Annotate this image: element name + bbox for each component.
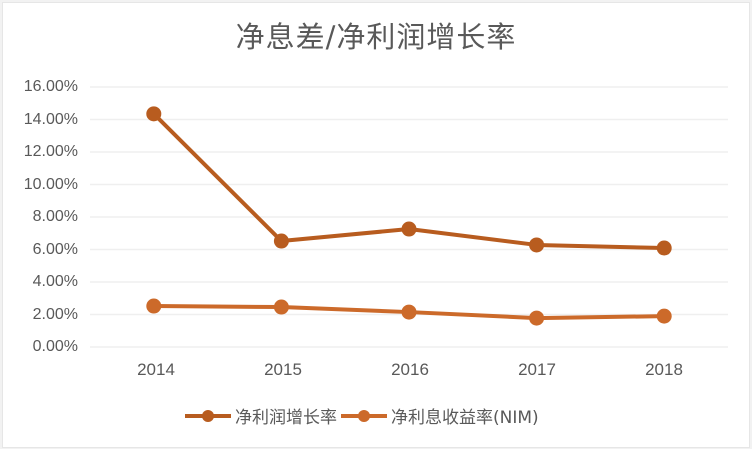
y-tick-label: 8.00% <box>32 208 78 225</box>
line-marker-icon <box>341 409 387 422</box>
data-point-marker[interactable] <box>401 221 417 237</box>
legend-label: 净利润增长率 <box>235 408 337 428</box>
x-tick-label: 2014 <box>137 360 175 379</box>
y-tick-label: 12.00% <box>23 143 78 160</box>
data-point-marker[interactable] <box>146 106 162 122</box>
y-tick-label: 16.00% <box>23 78 78 95</box>
x-tick-label: 2018 <box>645 360 683 379</box>
y-tick-label: 6.00% <box>32 241 78 258</box>
data-series <box>146 106 672 326</box>
x-tick-label: 2015 <box>264 360 302 379</box>
data-point-marker[interactable] <box>529 237 545 253</box>
legend-item-nim[interactable]: 净利息收益率(NIM) <box>341 403 539 428</box>
line-marker-icon <box>185 409 231 422</box>
y-tick-label: 4.00% <box>32 273 78 290</box>
legend-item-net-profit-growth[interactable]: 净利润增长率 <box>185 403 337 428</box>
data-point-marker[interactable] <box>401 304 417 320</box>
x-tick-label: 2017 <box>518 360 556 379</box>
y-tick-label: 14.00% <box>23 111 78 128</box>
y-tick-label: 2.00% <box>32 306 78 323</box>
chart-title: 净息差/净利润增长率 <box>235 20 517 54</box>
data-point-marker[interactable] <box>273 299 289 315</box>
series-1 <box>146 298 672 326</box>
legend: 净利润增长率 净利息收益率(NIM) <box>185 403 543 428</box>
gridlines <box>90 86 728 348</box>
data-point-marker[interactable] <box>529 310 545 326</box>
data-point-marker[interactable] <box>273 233 289 249</box>
y-tick-label: 0.00% <box>32 338 78 355</box>
y-tick-label: 10.00% <box>23 176 78 193</box>
series-0 <box>146 106 672 256</box>
data-point-marker[interactable] <box>656 240 672 256</box>
legend-label: 净利息收益率(NIM) <box>391 408 539 428</box>
data-point-marker[interactable] <box>656 308 672 324</box>
x-tick-label: 2016 <box>391 360 429 379</box>
data-point-marker[interactable] <box>146 298 162 314</box>
